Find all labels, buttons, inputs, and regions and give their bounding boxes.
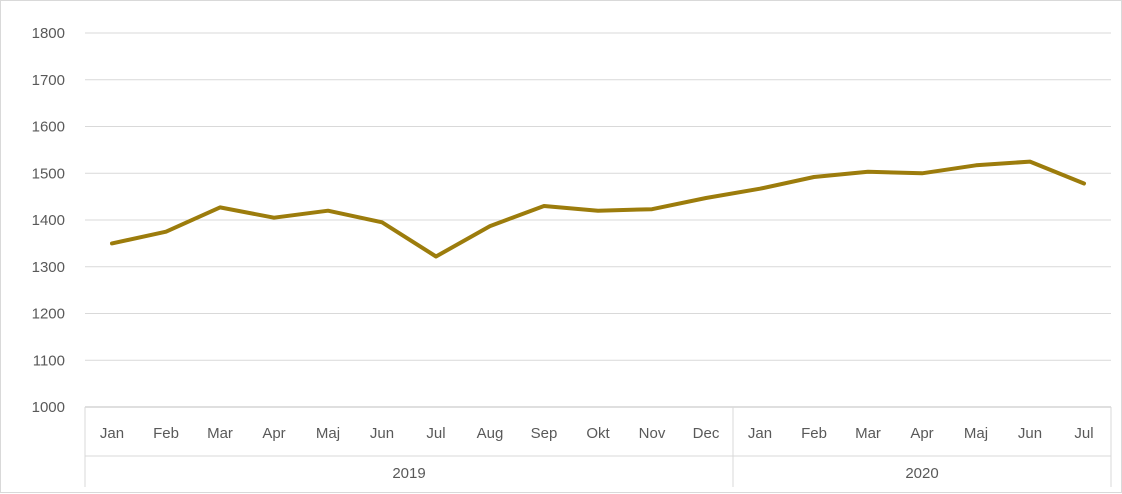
x-tick-label: Okt (586, 425, 610, 442)
x-tick-label: Jul (1074, 425, 1093, 442)
y-tick-label: 1200 (32, 306, 65, 323)
y-axis-labels: 1000 1100 1200 1300 1400 1500 1600 1700 1800 (32, 25, 65, 416)
x-tick-label: Apr (262, 425, 285, 442)
x-tick-label: Jan (100, 425, 124, 442)
y-tick-label: 1100 (33, 352, 65, 369)
y-tick-label: 1400 (32, 212, 65, 229)
y-tick-label: 1700 (32, 72, 65, 89)
x-axis-group-labels: 2019 2020 (392, 465, 938, 482)
x-tick-label: Jun (1018, 425, 1042, 442)
x-tick-label: Maj (964, 425, 988, 442)
x-tick-label: Mar (207, 425, 233, 442)
series-line (112, 162, 1084, 257)
y-tick-label: 1300 (32, 259, 65, 276)
x-tick-label: Mar (855, 425, 881, 442)
group-label: 2020 (905, 465, 938, 482)
x-tick-label: Feb (153, 425, 179, 442)
y-tick-label: 1800 (32, 25, 65, 42)
y-tick-label: 1000 (32, 399, 65, 416)
x-tick-label: Feb (801, 425, 827, 442)
x-tick-label: Jul (426, 425, 445, 442)
x-axis (85, 407, 1111, 487)
x-tick-label: Apr (910, 425, 933, 442)
x-axis-labels: Jan Feb Mar Apr Maj Jun Jul Aug Sep Okt Nov Dec Jan F… (100, 425, 1094, 442)
y-tick-label: 1600 (32, 119, 65, 136)
x-tick-label: Aug (477, 425, 504, 442)
x-tick-label: Nov (639, 425, 666, 442)
x-tick-label: Jan (748, 425, 772, 442)
group-label: 2019 (392, 465, 425, 482)
x-tick-label: Maj (316, 425, 340, 442)
x-tick-label: Dec (693, 425, 720, 442)
x-tick-label: Jun (370, 425, 394, 442)
y-tick-label: 1500 (32, 165, 65, 182)
gridlines (85, 33, 1111, 360)
series-layer (112, 161, 1084, 256)
x-tick-label: Sep (531, 425, 558, 442)
